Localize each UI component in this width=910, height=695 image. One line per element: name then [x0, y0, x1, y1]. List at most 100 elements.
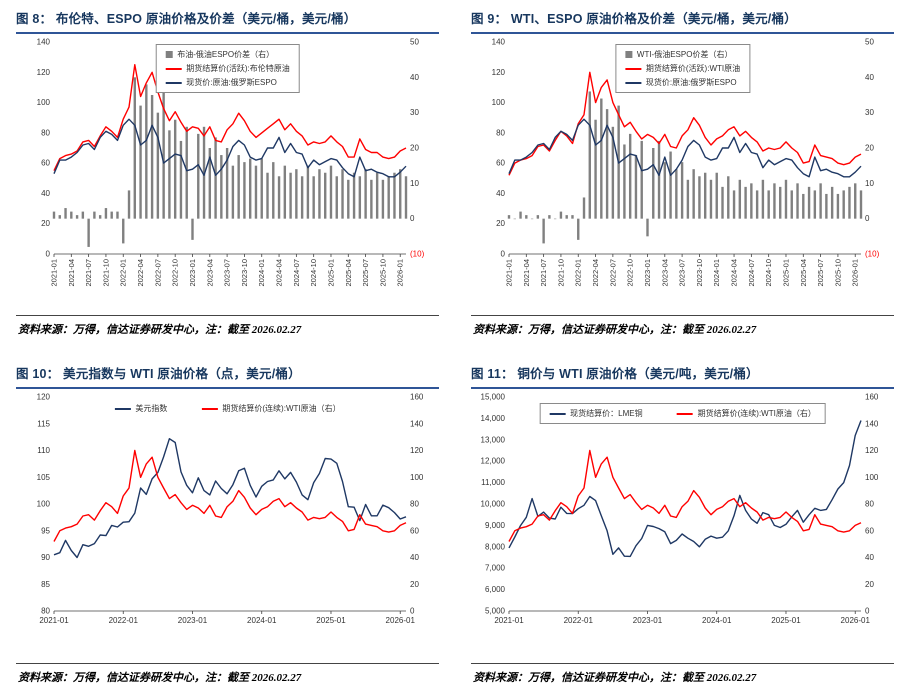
svg-text:80: 80 — [41, 128, 50, 137]
svg-text:120: 120 — [37, 68, 51, 77]
svg-text:2023-04: 2023-04 — [205, 259, 214, 287]
legend-label: 期货结算价(活跃):布伦特原油 — [186, 64, 290, 73]
fig9-plot-area: 0 20 40 60 80 100 120 140 (10) 0 10 20 30 40 50 2021-01… — [471, 36, 894, 307]
legend-label: 现货价:原油:俄罗斯ESPO — [645, 78, 737, 87]
fig10-source: 资料来源：万得，信达证券研发中心，注：截至 2026.02.27 — [16, 663, 439, 689]
svg-text:2023-10: 2023-10 — [240, 259, 249, 287]
svg-text:0: 0 — [46, 250, 51, 259]
svg-text:40: 40 — [410, 553, 419, 562]
legend-label: 布油-俄油ESPO价差（右） — [177, 50, 275, 59]
svg-text:2025-01: 2025-01 — [781, 259, 790, 287]
svg-text:100: 100 — [865, 473, 879, 482]
svg-text:0: 0 — [865, 214, 870, 223]
svg-text:140: 140 — [37, 38, 51, 47]
svg-text:100: 100 — [410, 473, 424, 482]
svg-text:2023-01: 2023-01 — [633, 616, 663, 625]
legend-item: 期货结算价(连续):WTI原油（右） — [201, 403, 341, 414]
svg-text:60: 60 — [865, 526, 874, 535]
svg-text:2021-01: 2021-01 — [505, 259, 514, 287]
svg-text:85: 85 — [41, 580, 50, 589]
legend-item: 现货结算价：LME铜 — [549, 408, 643, 419]
svg-text:2025-04: 2025-04 — [799, 259, 808, 287]
svg-text:80: 80 — [865, 500, 874, 509]
svg-text:15,000: 15,000 — [481, 393, 506, 402]
svg-text:2024-01: 2024-01 — [257, 259, 266, 287]
svg-text:2022-01: 2022-01 — [109, 616, 139, 625]
svg-text:2022-01: 2022-01 — [564, 616, 594, 625]
svg-text:0: 0 — [410, 607, 415, 616]
svg-text:2024-04: 2024-04 — [730, 259, 739, 287]
svg-text:80: 80 — [496, 128, 505, 137]
svg-text:20: 20 — [410, 144, 419, 153]
fig11-legend: 现货结算价：LME铜 期货结算价(连续):WTI原油（右） — [539, 403, 826, 424]
svg-text:110: 110 — [37, 446, 50, 455]
fig10-chart: 80 85 90 95 100 105 110 115 120 0 20 40 60 80 100 120 14… — [16, 391, 439, 634]
legend-item: 期货结算价(连续):WTI原油（右） — [676, 408, 816, 419]
legend-label: 现货结算价：LME铜 — [570, 409, 643, 418]
legend-label: 期货结算价(连续):WTI原油（右） — [697, 409, 816, 418]
legend-item: 期货结算价(活跃):WTI原油 — [624, 63, 740, 74]
svg-text:14,000: 14,000 — [481, 414, 506, 423]
svg-text:2025-01: 2025-01 — [771, 616, 801, 625]
fig10-svg: 80 85 90 95 100 105 110 115 120 0 20 40 60 80 100 120 14… — [37, 393, 424, 626]
svg-text:2025-07: 2025-07 — [361, 259, 370, 287]
svg-text:40: 40 — [410, 73, 419, 82]
legend-label: 现货价:原油:俄罗斯ESPO — [186, 78, 277, 87]
svg-text:80: 80 — [41, 607, 50, 616]
svg-text:20: 20 — [41, 219, 50, 228]
svg-text:2021-07: 2021-07 — [84, 259, 93, 287]
legend-item: WTI-俄油ESPO价差（右） — [624, 49, 732, 60]
svg-text:40: 40 — [865, 73, 874, 82]
line-swatch-icon — [165, 67, 182, 70]
svg-text:2022-07: 2022-07 — [153, 259, 162, 287]
svg-text:2022-04: 2022-04 — [591, 259, 600, 287]
fig8-title: 图 8： 布伦特、ESPO 原油价格及价差（美元/桶，美元/桶） — [16, 8, 439, 34]
line-swatch-icon — [549, 412, 566, 415]
legend-item: 现货价:原油:俄罗斯ESPO — [165, 77, 277, 88]
svg-text:6,000: 6,000 — [485, 585, 506, 594]
legend-item: 期货结算价(活跃):布伦特原油 — [165, 63, 290, 74]
svg-text:120: 120 — [492, 68, 506, 77]
line-swatch-icon — [201, 407, 218, 410]
panel-fig11: 图 11： 铜价与 WTI 原油价格（美元/吨，美元/桶） 5,000 6,000… — [455, 347, 910, 695]
svg-text:8,000: 8,000 — [485, 542, 506, 551]
bar-swatch-icon — [165, 51, 173, 58]
fig11-source: 资料来源：万得，信达证券研发中心，注：截至 2026.02.27 — [471, 663, 894, 689]
svg-text:2021-10: 2021-10 — [101, 259, 110, 287]
svg-text:2025-01: 2025-01 — [316, 616, 346, 625]
panel-fig8: 图 8： 布伦特、ESPO 原油价格及价差（美元/桶，美元/桶） 0 20 40 60… — [0, 0, 455, 347]
svg-text:120: 120 — [865, 446, 879, 455]
svg-text:120: 120 — [410, 446, 424, 455]
fig9-chart: 0 20 40 60 80 100 120 140 (10) 0 10 20 30 40 50 2021-01… — [471, 36, 894, 307]
svg-text:120: 120 — [37, 393, 51, 402]
svg-text:105: 105 — [37, 473, 51, 482]
svg-text:2021-04: 2021-04 — [522, 259, 531, 287]
svg-text:2025-10: 2025-10 — [378, 259, 387, 287]
fig11-plot-area: 5,000 6,000 7,000 8,000 9,000 10,000 11,000 12,… — [471, 391, 894, 634]
legend-item: 现货价:原油:俄罗斯ESPO — [624, 77, 737, 88]
svg-text:40: 40 — [41, 189, 50, 198]
svg-text:2026-01: 2026-01 — [386, 616, 416, 625]
fig8-source: 资料来源：万得，信达证券研发中心，注：截至 2026.02.27 — [16, 315, 439, 341]
svg-text:0: 0 — [410, 214, 415, 223]
fig11-svg: 5,000 6,000 7,000 8,000 9,000 10,000 11,000 12,… — [481, 393, 879, 626]
svg-text:2023-01: 2023-01 — [643, 259, 652, 287]
panel-fig9: 图 9： WTI、ESPO 原油价格及价差（美元/桶，美元/桶） 0 20 40 60… — [455, 0, 910, 347]
fig9-svg: 0 20 40 60 80 100 120 140 (10) 0 10 20 30 40 50 2021-01… — [492, 38, 880, 287]
svg-text:2025-04: 2025-04 — [344, 259, 353, 287]
fig9-source: 资料来源：万得，信达证券研发中心，注：截至 2026.02.27 — [471, 315, 894, 341]
fig9-title: 图 9： WTI、ESPO 原油价格及价差（美元/桶，美元/桶） — [471, 8, 894, 34]
fig10-plot-area: 80 85 90 95 100 105 110 115 120 0 20 40 60 80 100 120 14… — [16, 391, 439, 634]
svg-text:2023-01: 2023-01 — [188, 259, 197, 287]
svg-text:30: 30 — [865, 108, 874, 117]
svg-text:2024-10: 2024-10 — [309, 259, 318, 287]
svg-text:2026-01: 2026-01 — [841, 616, 871, 625]
svg-text:2022-04: 2022-04 — [136, 259, 145, 287]
svg-text:2024-10: 2024-10 — [764, 259, 773, 287]
svg-text:115: 115 — [37, 419, 50, 428]
svg-text:2025-01: 2025-01 — [326, 259, 335, 287]
svg-text:2024-01: 2024-01 — [712, 259, 721, 287]
svg-text:12,000: 12,000 — [481, 457, 506, 466]
svg-text:20: 20 — [865, 144, 874, 153]
svg-text:2024-07: 2024-07 — [747, 259, 756, 287]
